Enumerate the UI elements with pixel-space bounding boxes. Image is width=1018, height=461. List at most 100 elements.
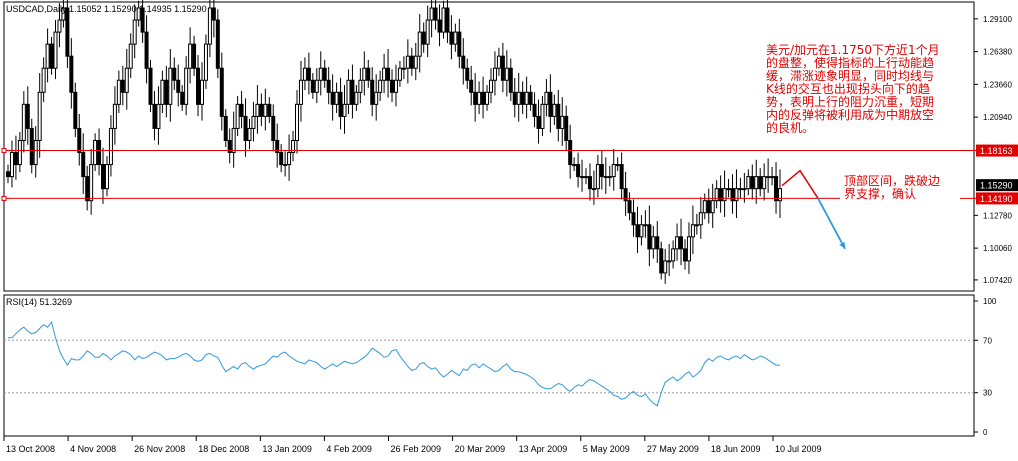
candle-63-body bbox=[255, 103, 260, 117]
x-tick-label-3: 18 Dec 2008 bbox=[198, 444, 249, 454]
candle-71-body bbox=[287, 152, 292, 166]
candle-36 bbox=[148, 59, 153, 112]
candle-163 bbox=[651, 225, 656, 259]
level-tag-0-bg bbox=[976, 144, 1018, 157]
candle-140-body bbox=[560, 115, 565, 129]
candle-169-body bbox=[675, 236, 680, 250]
candle-9 bbox=[41, 57, 46, 103]
candle-57-body bbox=[231, 127, 236, 154]
candle-137-body bbox=[548, 91, 553, 117]
candle-76 bbox=[306, 52, 311, 95]
candle-15 bbox=[65, 0, 70, 69]
candle-106 bbox=[425, 5, 430, 58]
zone-note: 顶部区间，跌破边 界支撑，确认 bbox=[844, 174, 941, 201]
candle-30 bbox=[124, 48, 129, 110]
candle-96-body bbox=[386, 67, 391, 81]
candle-176 bbox=[702, 193, 707, 220]
candle-9-body bbox=[41, 67, 46, 93]
candle-80-body bbox=[322, 67, 327, 81]
candle-109-body bbox=[437, 19, 442, 33]
rsi-panel-frame bbox=[3, 294, 975, 437]
candle-132 bbox=[528, 85, 533, 111]
candle-98 bbox=[393, 64, 398, 107]
chart-header: USDCAD,Daily 1.15052 1.15290 1.14935 1.1… bbox=[6, 4, 207, 14]
candle-83 bbox=[334, 82, 339, 114]
candle-138 bbox=[552, 94, 557, 126]
candle-153 bbox=[611, 148, 616, 191]
candle-97 bbox=[390, 69, 395, 103]
candle-108 bbox=[433, 0, 438, 30]
candle-99-body bbox=[397, 67, 402, 81]
candle-66 bbox=[267, 97, 272, 123]
candle-44 bbox=[180, 85, 185, 111]
candle-156 bbox=[623, 171, 628, 216]
main-y-tick-label-1: 1.26380 bbox=[983, 48, 1012, 57]
main-y-tick-label-4: 1.12780 bbox=[983, 211, 1012, 220]
candle-111 bbox=[445, 0, 450, 43]
candle-166 bbox=[663, 248, 668, 284]
candle-23-body bbox=[97, 139, 102, 166]
candle-128 bbox=[512, 77, 517, 118]
candle-130 bbox=[520, 81, 525, 115]
candle-22 bbox=[93, 133, 98, 172]
candle-124 bbox=[496, 47, 501, 76]
candle-154 bbox=[615, 157, 620, 172]
candle-182-body bbox=[726, 188, 731, 191]
candle-70 bbox=[283, 151, 288, 177]
x-tick-label-6: 26 Feb 2009 bbox=[391, 444, 442, 454]
candle-29 bbox=[120, 65, 125, 106]
candle-48 bbox=[196, 54, 201, 117]
candle-89-body bbox=[358, 79, 363, 93]
candle-167 bbox=[667, 244, 672, 277]
candle-167-body bbox=[667, 260, 672, 263]
candle-177 bbox=[706, 188, 711, 224]
candle-142-body bbox=[568, 139, 573, 166]
candle-190-body bbox=[758, 176, 763, 190]
candle-84 bbox=[338, 77, 343, 130]
main-y-tick-label-0: 1.29100 bbox=[983, 15, 1012, 24]
candle-155-body bbox=[619, 164, 624, 190]
candle-72-body bbox=[291, 139, 296, 154]
candle-93-body bbox=[374, 91, 379, 105]
candle-185 bbox=[738, 177, 743, 199]
rsi-y-tick-label-0: 100 bbox=[983, 297, 997, 306]
candle-113 bbox=[453, 23, 458, 52]
rsi-levels bbox=[4, 339, 974, 394]
candle-19-body bbox=[81, 152, 86, 178]
candle-147 bbox=[587, 163, 592, 201]
candle-93 bbox=[374, 74, 379, 121]
arrow-head bbox=[839, 241, 845, 249]
candle-105-body bbox=[421, 31, 426, 45]
candle-166-body bbox=[663, 260, 668, 274]
candle-47-body bbox=[192, 43, 197, 69]
candle-155 bbox=[619, 152, 624, 200]
candle-101 bbox=[405, 39, 410, 84]
candle-99 bbox=[397, 61, 402, 87]
candle-86-body bbox=[346, 79, 351, 105]
candle-26 bbox=[108, 115, 113, 177]
candle-73 bbox=[295, 89, 300, 154]
candle-59-body bbox=[239, 103, 244, 117]
candle-25 bbox=[104, 156, 109, 197]
candle-132-body bbox=[528, 91, 533, 105]
candle-143-body bbox=[572, 164, 577, 167]
candle-133 bbox=[532, 92, 537, 128]
candle-122-body bbox=[488, 79, 493, 93]
candle-65-body bbox=[263, 103, 268, 117]
candle-144-body bbox=[576, 164, 581, 178]
candle-27 bbox=[112, 86, 117, 145]
candle-114-body bbox=[457, 31, 462, 57]
candle-139 bbox=[556, 89, 561, 142]
arrow-blue-segment bbox=[817, 197, 846, 250]
candle-138-body bbox=[552, 103, 557, 117]
candle-135 bbox=[540, 95, 545, 137]
candle-50-body bbox=[203, 43, 208, 81]
candle-0-body bbox=[6, 171, 10, 178]
candle-153-body bbox=[611, 164, 616, 178]
candle-98-body bbox=[393, 79, 398, 93]
candle-193-body bbox=[770, 176, 775, 179]
candle-134 bbox=[536, 99, 541, 144]
candle-159 bbox=[635, 206, 640, 254]
candle-112 bbox=[449, 15, 454, 60]
